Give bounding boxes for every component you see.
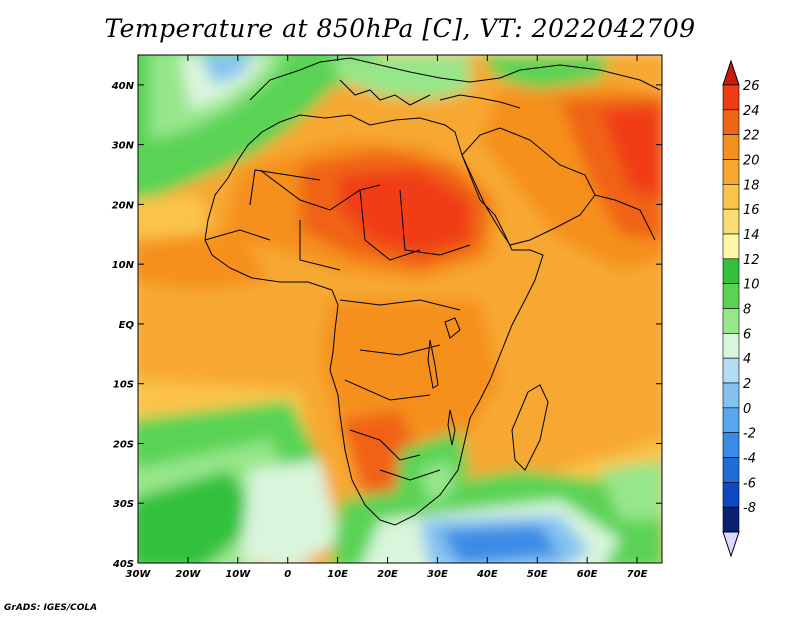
lat-tick-label: 30N [112, 141, 135, 152]
colorbar-swatch [722, 506, 740, 533]
colorbar-label: 8 [743, 303, 751, 318]
colorbar-swatch [722, 258, 740, 284]
temperature-field [138, 55, 662, 563]
colorbar-swatch [722, 233, 740, 260]
colorbar-label: 14 [743, 228, 760, 243]
lat-tick-label: 40N [111, 81, 135, 92]
lon-tick-label: 30E [427, 569, 448, 580]
colorbar-label: -2 [743, 427, 756, 442]
lon-tick-label: 10E [327, 569, 348, 580]
lat-tick-label: 30S [113, 499, 134, 510]
colorbar-swatch [722, 357, 740, 384]
lon-tick-label: 60E [577, 569, 598, 580]
lat-tick-label: 20N [112, 200, 135, 211]
colorbar-swatch [722, 407, 740, 433]
lat-tick-label: 40S [112, 559, 134, 570]
colorbar-top-arrow [722, 59, 740, 86]
colorbar-label: 26 [743, 79, 760, 94]
lat-tick-label: 10S [113, 380, 134, 391]
coastlines [204, 57, 661, 526]
colorbar-label: 2 [743, 377, 751, 392]
plot-frame [137, 54, 663, 564]
longitude-axis: 30W 20W 10W 0 10E 20E 30E 40E 50E 60E 70E [126, 55, 648, 580]
colorbar-label: 6 [743, 327, 751, 342]
lon-tick-label: 0 [284, 569, 291, 580]
colorbar-swatch [722, 184, 740, 210]
colorbar-label: -8 [743, 501, 756, 516]
grads-credit: GrADS: IGES/COLA [4, 603, 98, 613]
colorbar-label: 12 [743, 253, 760, 268]
colorbar-label: 24 [743, 104, 760, 119]
colorbar-label: 10 [743, 278, 760, 293]
colorbar-swatch [722, 208, 740, 235]
latitude-axis: 40N 30N 20N 10N EQ 10S 20S 30S 40S [111, 81, 662, 570]
colorbar-label: 18 [743, 178, 760, 193]
colorbar-swatch [722, 159, 740, 185]
colorbar-swatch [722, 333, 740, 359]
colorbar-swatch [722, 308, 740, 334]
lat-tick-label: 20S [113, 439, 134, 450]
colorbar-label: -6 [743, 476, 756, 491]
colorbar-bottom-arrow [722, 531, 740, 558]
lon-tick-label: 30W [126, 569, 152, 580]
colorbar-label: -4 [743, 452, 756, 467]
lat-tick-label: 10N [112, 260, 135, 271]
colorbar-label: 0 [743, 402, 751, 417]
colorbar-label: 4 [743, 352, 751, 367]
lon-tick-label: 70E [627, 569, 648, 580]
colorbar-swatch [722, 283, 740, 309]
lon-tick-label: 40E [476, 569, 498, 580]
colorbar-label: 20 [743, 154, 760, 169]
colorbar-swatch [722, 432, 740, 458]
colorbar-swatch [722, 482, 740, 508]
colorbar-swatch [722, 109, 740, 135]
colorbar-label: 22 [743, 129, 760, 144]
lon-tick-label: 10W [225, 569, 251, 580]
lon-tick-label: 20W [175, 569, 201, 580]
colorbar-label: 16 [743, 203, 760, 218]
lon-tick-label: 50E [527, 569, 548, 580]
colorbar-swatch [722, 84, 740, 111]
colorbar-swatch [722, 134, 740, 160]
lon-tick-label: 20E [377, 569, 398, 580]
colorbar-swatch [722, 382, 740, 409]
lat-tick-label: EQ [119, 320, 135, 331]
colorbar-swatch [722, 457, 740, 483]
chart-title: Temperature at 850hPa [C], VT: 202204270… [104, 14, 696, 43]
